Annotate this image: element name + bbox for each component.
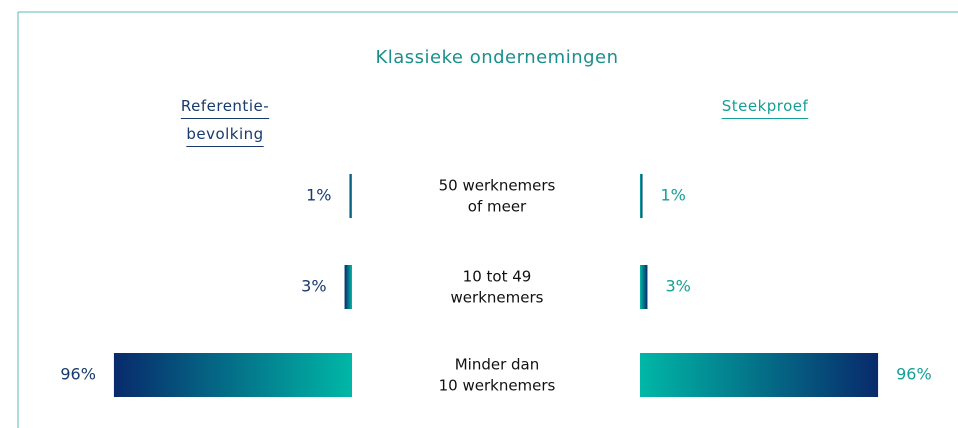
chart-title: Klassieke ondernemingen bbox=[375, 47, 618, 68]
category-label: Minder dan bbox=[455, 356, 540, 374]
category-label: werknemers bbox=[451, 289, 544, 307]
legend-right: Steekproef bbox=[690, 92, 840, 120]
bar bbox=[113, 353, 352, 397]
value-label: 3% bbox=[301, 277, 326, 296]
value-label: 96% bbox=[896, 365, 932, 384]
bar bbox=[349, 174, 352, 218]
bar bbox=[640, 265, 648, 309]
bar bbox=[344, 265, 352, 309]
legend-label: Referentie-bevolking bbox=[180, 97, 270, 143]
bar bbox=[640, 353, 879, 397]
value-label: 1% bbox=[660, 186, 685, 205]
legend-left: Referentie-bevolking bbox=[160, 92, 290, 148]
category-label: 10 werknemers bbox=[439, 377, 556, 395]
value-label: 1% bbox=[306, 186, 331, 205]
category-label: 10 tot 49 bbox=[463, 268, 532, 286]
legend-label: Steekproef bbox=[721, 97, 809, 115]
category-label: 50 werknemers bbox=[439, 177, 556, 195]
bar bbox=[640, 174, 643, 218]
value-label: 3% bbox=[665, 277, 690, 296]
value-label: 96% bbox=[60, 365, 96, 384]
category-label: of meer bbox=[468, 198, 527, 216]
